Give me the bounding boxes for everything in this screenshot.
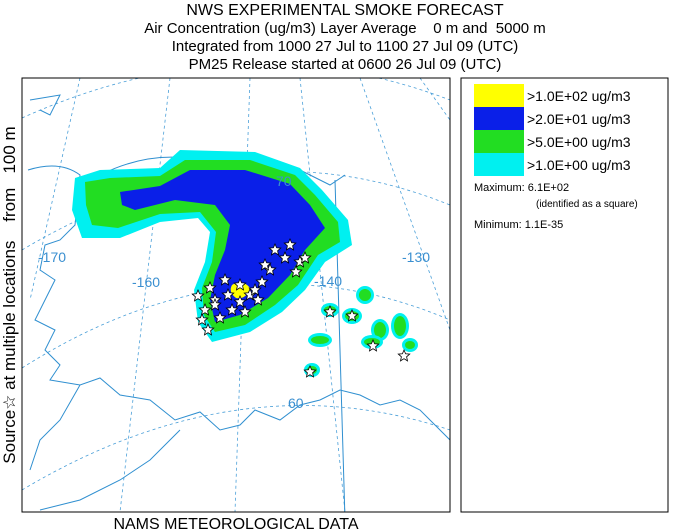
source-star: [255, 274, 269, 288]
source-star: [278, 250, 292, 264]
source-star: [251, 292, 265, 306]
source-star: [323, 304, 337, 318]
source-star: [233, 277, 247, 291]
smoke-patch: [394, 316, 406, 336]
source-star: [218, 272, 232, 286]
source-star: [198, 302, 212, 316]
smoke-patch: [311, 336, 329, 344]
legend-swatch: [474, 107, 524, 130]
side-label: Source☆ at multiple locations from 100 m: [0, 126, 19, 463]
source-star: [258, 257, 272, 271]
subtitle: Air Concentration (ug/m3) Layer Average …: [144, 20, 546, 37]
footer: NAMS METEOROLOGICAL DATA: [113, 516, 358, 532]
minimum: Minimum: 1.1E-35: [474, 219, 563, 231]
source-star: [303, 364, 317, 378]
lat-label: 70: [276, 173, 292, 189]
lon-label: -160: [132, 274, 160, 290]
source-star: [268, 242, 282, 256]
source-star: [283, 237, 297, 251]
source-star: [298, 250, 312, 264]
subtitle: PM25 Release started at 0600 26 Jul 09 (…: [189, 56, 502, 73]
smoke-patch: [374, 322, 386, 338]
plume: [72, 150, 418, 377]
lon-label: -130: [402, 249, 430, 265]
source-star: [366, 338, 380, 352]
source-star: [195, 312, 209, 326]
source-star: [238, 304, 252, 318]
legend-label: >5.0E+00 ug/m3: [527, 134, 631, 150]
source-star: [221, 287, 235, 301]
smoke-patch: [405, 341, 415, 349]
coastline: [27, 94, 450, 512]
lat-label: 60: [288, 395, 304, 411]
source-markers: [191, 237, 411, 378]
smoke-patch: [359, 289, 371, 301]
legend-label: >2.0E+01 ug/m3: [527, 111, 631, 127]
legend-label: >1.0E+00 ug/m3: [527, 157, 631, 173]
legend-swatch: [474, 153, 524, 176]
source-star: [289, 264, 303, 278]
map: -170 -160 -140 -130 70 60: [22, 78, 450, 512]
lon-label: -140: [314, 273, 342, 289]
legend-label: >1.0E+02 ug/m3: [527, 88, 631, 104]
maximum-note: (identified as a square): [536, 199, 638, 210]
source-star: [233, 294, 247, 308]
lon-label: -170: [38, 249, 66, 265]
title: NWS EXPERIMENTAL SMOKE FORECAST: [186, 2, 504, 19]
source-star: [191, 288, 205, 302]
smoke-area: [120, 170, 325, 322]
legend-frame: [460, 77, 669, 513]
source-star: [248, 282, 262, 296]
source-star: [203, 280, 217, 294]
maximum: Maximum: 6.1E+02: [474, 182, 569, 194]
legend-swatch: [474, 130, 524, 153]
graticule: [22, 78, 450, 512]
source-star: [213, 310, 227, 324]
legend: >1.0E+02 ug/m3 >2.0E+01 ug/m3 >5.0E+00 ug/…: [474, 84, 631, 176]
source-star: [225, 302, 239, 316]
source-star: [345, 308, 359, 322]
subtitle: Integrated from 1000 27 Jul to 1100 27 J…: [172, 38, 519, 55]
source-star: [208, 297, 222, 311]
map-frame: [21, 77, 451, 513]
source-star: [397, 348, 411, 362]
legend-swatch: [474, 84, 524, 107]
source-star: [201, 322, 215, 336]
